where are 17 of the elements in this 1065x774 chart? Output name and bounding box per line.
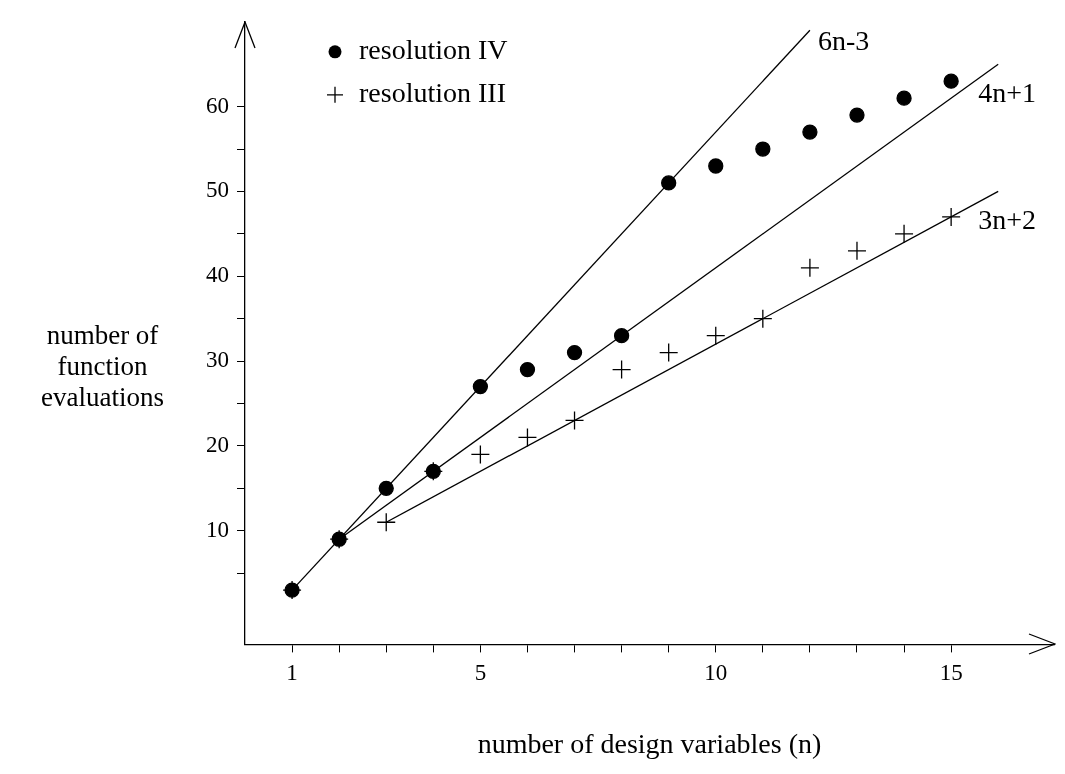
series-label: 4n+1: [978, 76, 1037, 108]
x-axis-title: number of design variables (n): [476, 728, 823, 760]
series-label: 6n-3: [817, 24, 870, 56]
legend-label: resolution III: [359, 77, 506, 109]
legend-label: resolution IV: [359, 34, 508, 66]
y-tick-label: 40: [206, 262, 229, 288]
x-tick-label: 15: [939, 660, 963, 686]
y-tick-label: 60: [206, 92, 229, 118]
y-tick-label: 20: [206, 431, 229, 457]
y-tick-label: 50: [206, 177, 229, 203]
y-axis-title: number of function evaluations: [40, 320, 165, 413]
series-label: 3n+2: [978, 203, 1037, 235]
x-tick-label: 10: [704, 660, 728, 686]
y-tick-label: 10: [206, 516, 229, 542]
y-tick-label: 30: [206, 347, 229, 373]
x-tick-label: 1: [286, 660, 298, 686]
x-tick-label: 5: [474, 660, 487, 686]
